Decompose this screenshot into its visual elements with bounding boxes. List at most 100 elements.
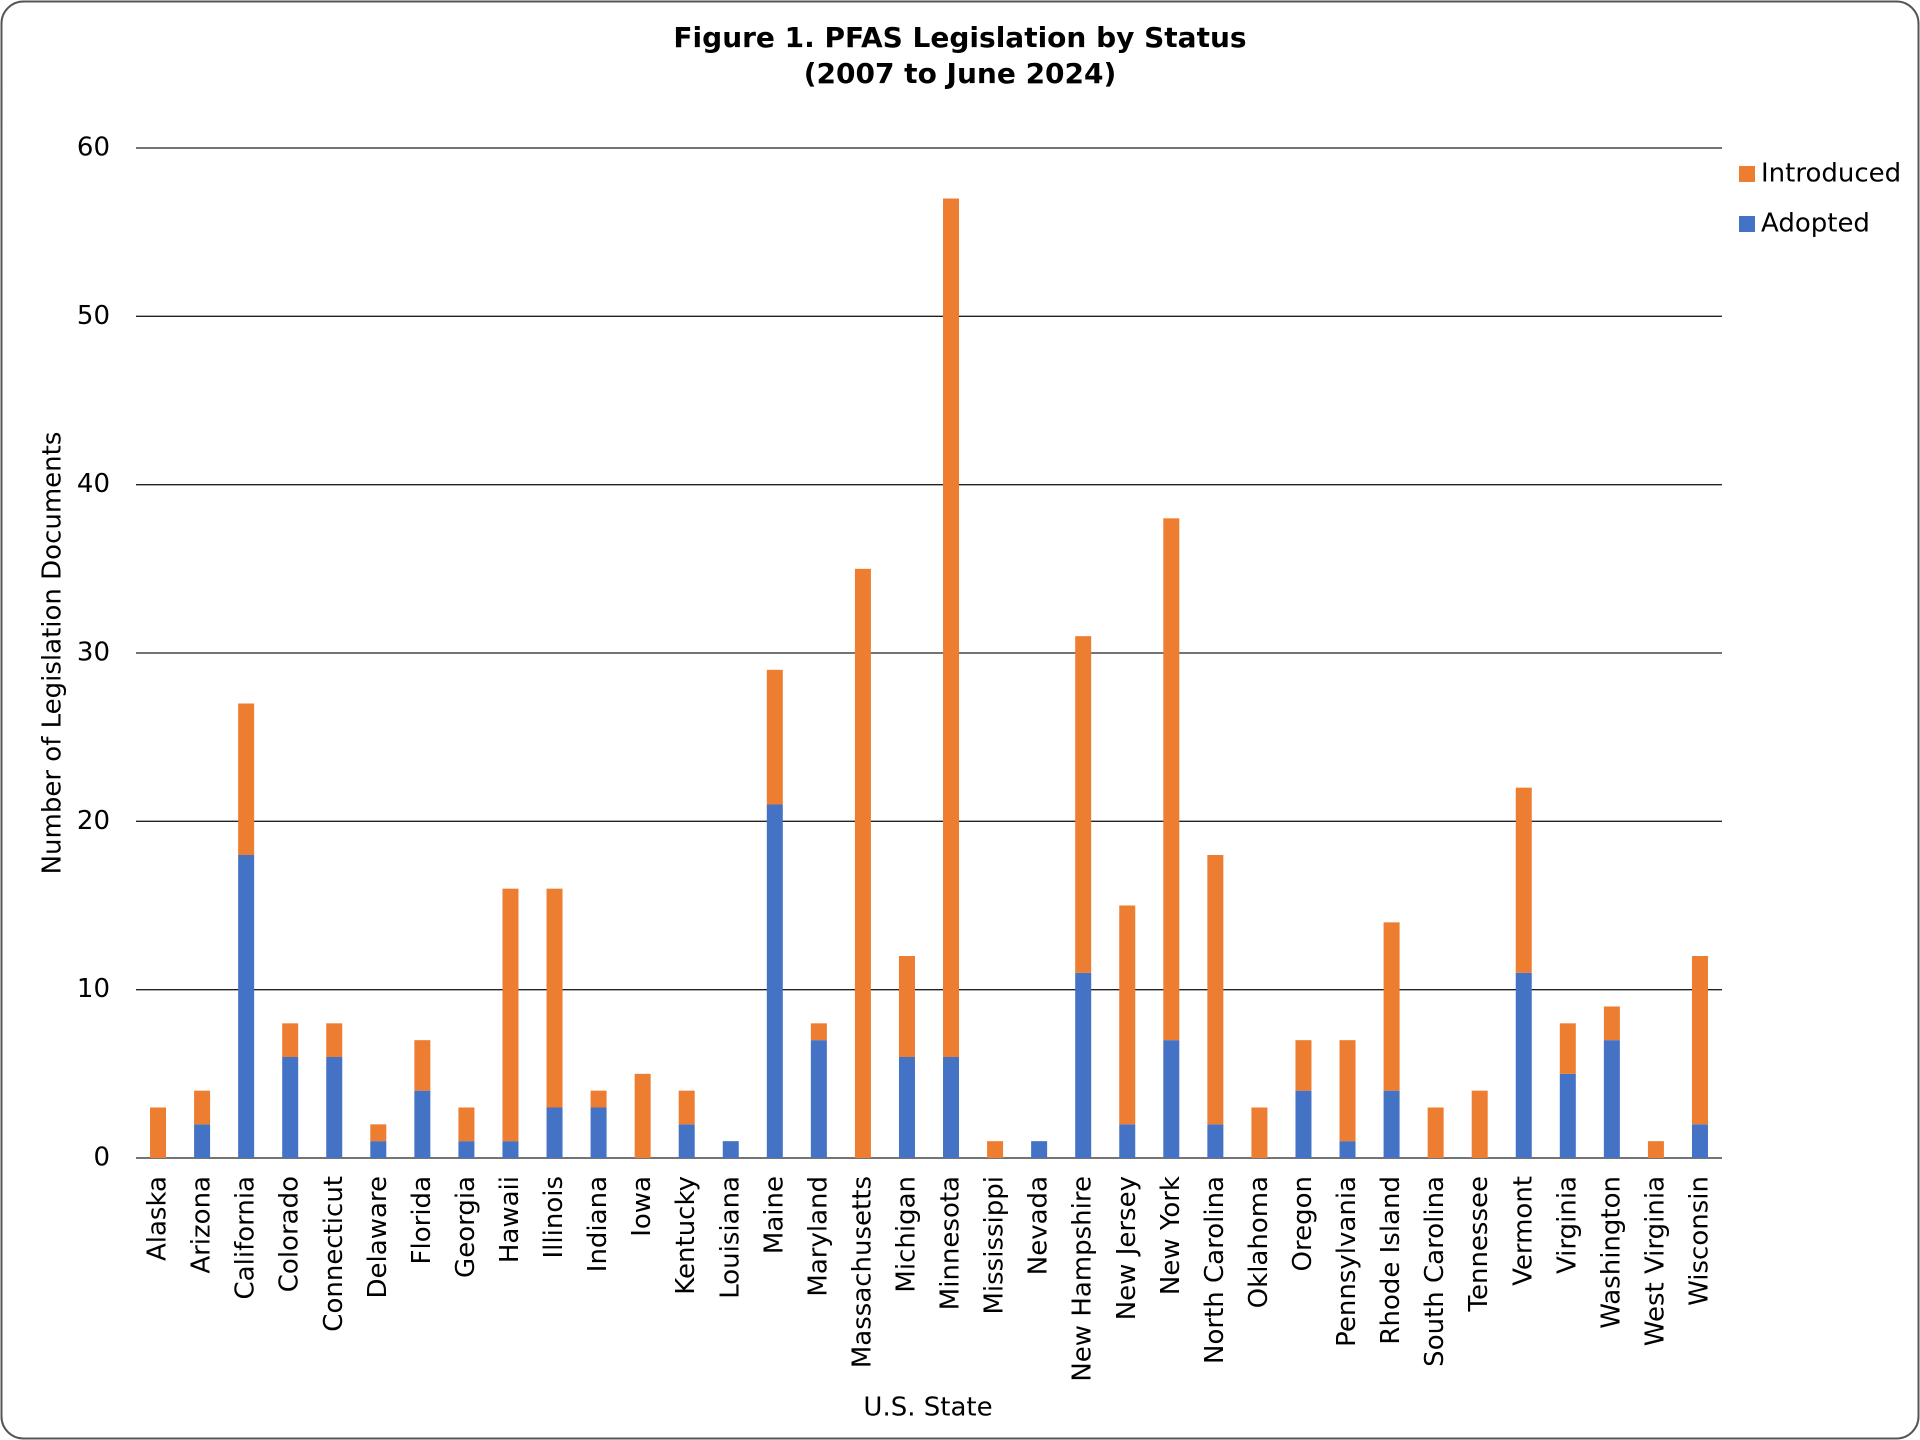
x-tick-label: Massachusetts xyxy=(847,1176,877,1368)
x-tick-label: Arizona xyxy=(187,1176,217,1274)
chart-subtitle: (2007 to June 2024) xyxy=(804,57,1117,90)
bar-segment xyxy=(590,1107,607,1158)
bar-segment xyxy=(1647,1141,1664,1158)
bar-segment xyxy=(943,198,960,1057)
bar-segment xyxy=(1559,1023,1576,1074)
legend-label: Introduced xyxy=(1761,159,1901,189)
bar-segment xyxy=(1383,922,1400,1091)
bar-segment xyxy=(282,1023,299,1057)
bar-segment xyxy=(326,1057,343,1158)
x-tick-label: Indiana xyxy=(583,1176,613,1272)
bar-segment xyxy=(1295,1090,1312,1158)
bar-segment xyxy=(1075,972,1092,1158)
x-tick-label: Colorado xyxy=(275,1176,305,1292)
bar-segment xyxy=(854,568,871,1158)
bar-segment xyxy=(150,1107,167,1158)
x-tick-label: Maine xyxy=(759,1176,789,1254)
x-tick-label: Pennsylvania xyxy=(1332,1176,1362,1347)
x-tick-label: Oregon xyxy=(1288,1176,1318,1271)
legend-label: Adopted xyxy=(1761,209,1870,239)
bar-segment xyxy=(722,1141,739,1158)
bar-segment xyxy=(1339,1040,1356,1142)
y-tick-label: 20 xyxy=(77,806,110,836)
y-tick-label: 60 xyxy=(77,133,110,163)
x-tick-label: New Jersey xyxy=(1112,1176,1142,1320)
x-tick-label: New Hampshire xyxy=(1068,1176,1098,1382)
legend-swatch xyxy=(1739,216,1755,232)
bar-segment xyxy=(238,855,255,1158)
bar-segment xyxy=(1515,972,1532,1158)
x-tick-label: North Carolina xyxy=(1200,1176,1230,1364)
bar-segment xyxy=(1603,1040,1620,1158)
bar-segment xyxy=(1031,1141,1048,1158)
y-tick-label: 30 xyxy=(77,638,110,668)
bar-segment xyxy=(414,1090,431,1158)
bar-segment xyxy=(370,1124,387,1142)
bar-segment xyxy=(1339,1141,1356,1158)
x-tick-label: Vermont xyxy=(1508,1176,1538,1286)
bar-segment xyxy=(943,1057,960,1158)
bar-segment xyxy=(1427,1107,1444,1158)
x-tick-label: Louisiana xyxy=(715,1176,745,1299)
bar-segment xyxy=(502,1141,519,1158)
bar-segment xyxy=(370,1141,387,1158)
x-tick-label: Kentucky xyxy=(671,1176,701,1295)
bar-segment xyxy=(458,1141,475,1158)
x-tick-label: Rhode Island xyxy=(1376,1176,1406,1345)
bar-segment xyxy=(414,1040,431,1091)
bar-segment xyxy=(1207,1124,1224,1158)
bar-segment xyxy=(678,1124,695,1158)
bar-segment xyxy=(546,1107,563,1158)
bar-segment xyxy=(1295,1040,1312,1091)
x-tick-label: South Carolina xyxy=(1420,1176,1450,1367)
x-tick-label: New York xyxy=(1156,1176,1186,1295)
bar-segment xyxy=(1383,1090,1400,1158)
bar-segment xyxy=(766,804,783,1158)
x-tick-label: Tennessee xyxy=(1464,1176,1494,1313)
bar-segment xyxy=(1207,855,1224,1125)
bar-segment xyxy=(1119,905,1136,1125)
x-tick-label: West Virginia xyxy=(1640,1176,1670,1346)
x-tick-label: California xyxy=(231,1176,261,1299)
bar-segment xyxy=(1075,636,1092,973)
x-tick-label: Georgia xyxy=(451,1176,481,1278)
bar-segment xyxy=(1471,1090,1488,1158)
x-tick-label: Illinois xyxy=(539,1176,569,1259)
bar-segment xyxy=(1119,1124,1136,1158)
bar-segment xyxy=(546,888,563,1108)
x-tick-label: Florida xyxy=(407,1176,437,1264)
y-tick-label: 50 xyxy=(77,301,110,331)
x-tick-label: Connecticut xyxy=(319,1176,349,1332)
x-tick-label: Hawaii xyxy=(495,1176,525,1263)
x-tick-label: Iowa xyxy=(627,1176,657,1237)
bar-segment xyxy=(1163,518,1180,1041)
chart-title: Figure 1. PFAS Legislation by Status xyxy=(673,21,1246,54)
x-axis-label: U.S. State xyxy=(863,1393,992,1423)
x-tick-label: Virginia xyxy=(1552,1176,1582,1274)
bar-segment xyxy=(194,1090,211,1125)
y-tick-label: 40 xyxy=(77,469,110,499)
bar-segment xyxy=(810,1023,827,1041)
bar-segment xyxy=(282,1057,299,1158)
bar-segment xyxy=(1163,1040,1180,1158)
x-tick-label: Alaska xyxy=(143,1176,173,1261)
x-tick-label: Nevada xyxy=(1024,1176,1054,1275)
bar-segment xyxy=(898,1057,915,1158)
bar-segment xyxy=(1603,1006,1620,1041)
bar-segment xyxy=(1691,1124,1708,1158)
x-tick-label: Oklahoma xyxy=(1244,1176,1274,1308)
x-tick-label: Delaware xyxy=(363,1176,393,1298)
bar-segment xyxy=(194,1124,211,1158)
x-tick-label: Michigan xyxy=(891,1176,921,1293)
bar-segment xyxy=(326,1023,343,1057)
bar-segment xyxy=(502,888,519,1142)
x-tick-label: Wisconsin xyxy=(1684,1176,1714,1306)
bar-segment xyxy=(987,1141,1004,1158)
bar-segment xyxy=(766,669,783,805)
bar-segment xyxy=(590,1090,607,1108)
x-tick-label: Washington xyxy=(1596,1176,1626,1329)
bar-segment xyxy=(898,956,915,1057)
bar-segment xyxy=(634,1073,651,1158)
